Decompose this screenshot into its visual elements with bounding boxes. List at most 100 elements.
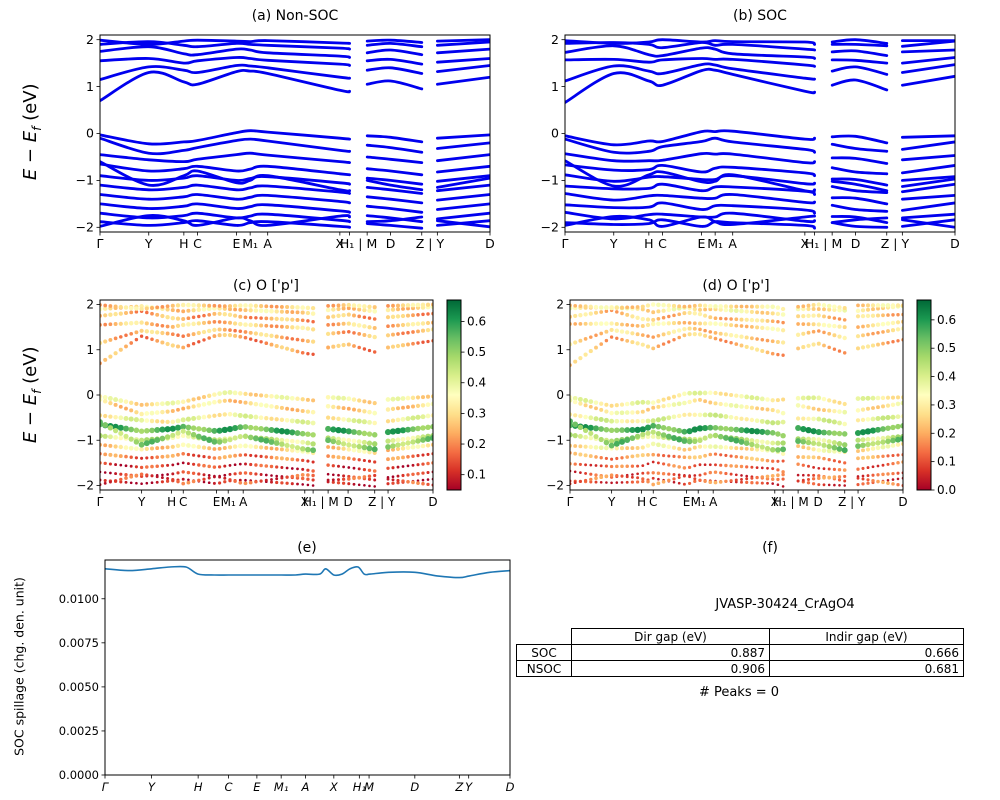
k-point-label: H₁ | M [303,495,339,509]
y-tick-label: 1 [86,343,94,357]
y-tick-label: 0.0000 [59,768,99,782]
k-point-label: D [343,495,352,509]
panel-c-title: (c) O ['p'] [232,278,300,294]
k-point-label: Y [144,236,153,251]
y-axis-label-a: E − Ef (eV) [20,57,44,207]
axes-frame [104,559,511,776]
colorbar-tick-label: 0.2 [467,437,486,451]
k-point-label: H [179,236,188,251]
y-tick-label: −2 [541,220,559,235]
y-tick-label: −1 [76,173,94,188]
k-point-label: D [898,495,907,509]
k-point-label: C [193,236,202,251]
y-tick-label: 0 [556,388,564,402]
colorbar-c: 0.1 0.2 0.3 0.4 0.5 0.6 [446,299,486,491]
y-tick-label: −2 [546,479,564,493]
k-point-label: A [709,495,718,509]
colorbar-gradient [916,299,932,491]
row-label-soc: SOC [516,644,572,661]
peaks-count: # Peaks = 0 [698,685,780,700]
k-point-label: D [428,495,437,509]
colorbar-tick-label: 0.5 [467,345,486,359]
projected-band-scatter [100,302,433,488]
k-point-label: D [950,236,960,251]
panel-d-title: (d) O ['p'] [702,278,770,294]
k-point-label: D [506,780,515,794]
colorbar-gradient [446,299,462,491]
k-point-label: Y [607,495,616,509]
gap-table: Dir gap (eV) Indir gap (eV) SOC 0.887 0.… [516,628,964,677]
k-point-label: M [364,780,374,794]
y-tick-label: 1 [556,343,564,357]
k-point-label: D [813,495,822,509]
panel-a-plot: −2 −1 0 1 2 Γ Y H C E M₁ A XH₁ | M D Z | Y D [76,32,495,251]
panel-a-title: (a) Non-SOC [251,8,339,24]
y-axis-label-c: E − Ef (eV) [20,320,44,470]
k-point-label: E [253,780,261,794]
band-lines [100,38,490,230]
k-point-label: H₁ | M [805,236,842,251]
y-tick-label: 0.0075 [59,636,99,650]
y-tick-label: 0 [86,388,94,402]
k-point-label: Z [454,780,464,794]
k-point-label: E [213,495,221,509]
y-tick-label: 2 [86,298,94,312]
colorbar-tick-label: 0.1 [467,468,486,482]
k-point-label: X [801,236,810,251]
k-point-label: X [771,495,779,509]
ylabel-a-sub: f [29,126,44,131]
colorbar-tick-label: 0.5 [937,341,956,355]
k-point-label: X [301,495,309,509]
k-point-label: Y [609,236,618,251]
projected-band-scatter [570,302,903,488]
y-tick-label: 2 [86,32,94,47]
colorbar-tick-label: 0.1 [937,455,956,469]
k-point-label: C [179,495,187,509]
k-point-label: Y [465,780,473,794]
y-tick-label: 0.0025 [59,724,99,738]
colorbar-tick-label: 0.4 [467,376,486,390]
k-point-label: A [728,236,737,251]
panel-e-title: (e) [297,540,317,556]
k-point-label: Γ [102,780,110,794]
k-point-label: D [485,236,495,251]
k-point-label: M₁ [691,495,706,509]
y-tick-label: 0 [551,126,559,141]
nsoc-indir-gap: 0.681 [769,660,964,677]
colorbar-tick-label: 0.2 [937,426,956,440]
ylabel-c-unit: (eV) [20,346,42,390]
k-point-label: Z | Y [368,495,396,509]
y-tick-label: 2 [556,298,564,312]
k-point-label: H [167,495,176,509]
gap-table-corner-cell [517,629,572,645]
y-tick-label: −1 [76,433,94,447]
y-tick-label: 0.0050 [59,680,99,694]
k-point-label: Z | Y [881,236,910,251]
k-point-label: C [649,495,657,509]
k-point-label: A [263,236,272,251]
k-point-label: Γ [562,236,569,251]
k-point-label: C [658,236,667,251]
k-point-label: D [851,236,861,251]
panel-f-title: (f) [762,540,778,556]
y-tick-label: 1 [86,79,94,94]
soc-indir-gap: 0.666 [769,644,964,661]
k-point-label: M₁ [221,495,236,509]
spillage-line [105,565,510,579]
gap-table-header-row: Dir gap (eV) Indir gap (eV) [517,628,964,645]
k-point-label: E [683,495,691,509]
y-tick-label: −1 [541,173,559,188]
k-point-label: Γ [97,236,104,251]
band-lines [565,38,955,230]
col-header-indir-gap: Indir gap (eV) [769,628,964,645]
k-point-label: M₁ [707,236,723,251]
k-point-label: A [301,780,310,794]
k-point-label: Z | Y [838,495,866,509]
ylabel-a-main: E − E [20,130,42,181]
panel-b-plot: −2 −1 0 1 2 Γ Y H C E M₁ A XH₁ | M D Z | Y D [541,32,960,251]
k-point-label: Γ [567,495,574,509]
row-label-nsoc: NSOC [516,660,572,677]
k-point-label: Y [148,780,156,794]
ylabel-c-sub: f [29,389,44,394]
